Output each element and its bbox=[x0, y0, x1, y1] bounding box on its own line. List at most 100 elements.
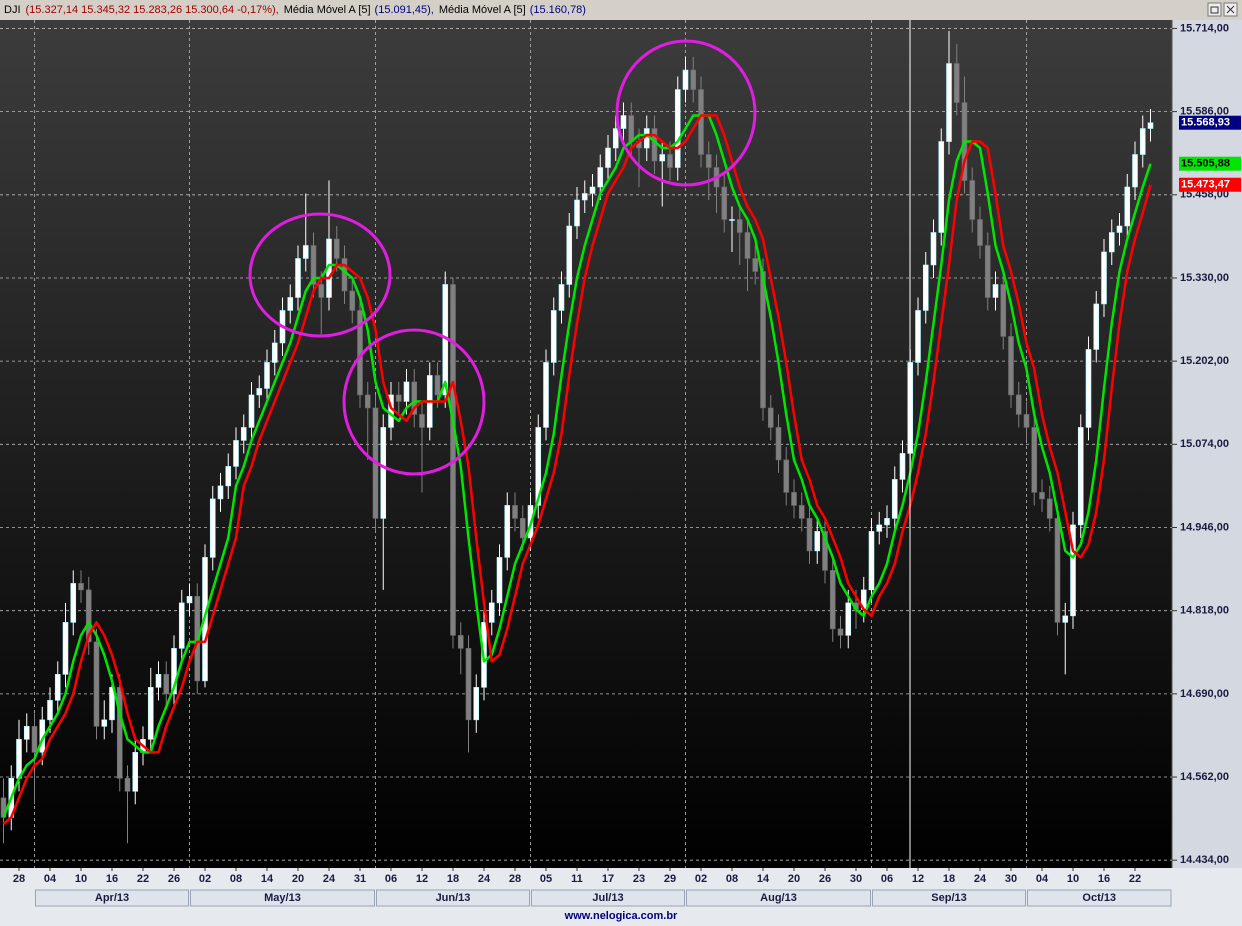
candle-body bbox=[822, 531, 828, 571]
x-tick-label: 31 bbox=[354, 873, 366, 885]
y-tick-label: 15.074,00 bbox=[1180, 438, 1229, 450]
candle-body bbox=[1101, 251, 1107, 305]
candle-body bbox=[0, 797, 7, 818]
header-bar bbox=[0, 0, 1242, 20]
candle-body bbox=[1023, 414, 1030, 428]
candle-body bbox=[1132, 154, 1138, 188]
candle-body bbox=[78, 583, 84, 591]
candle-body bbox=[767, 407, 774, 428]
candle-body bbox=[1046, 498, 1053, 519]
candle-body bbox=[496, 557, 503, 604]
candle-body bbox=[256, 388, 263, 396]
candle-body bbox=[1077, 427, 1084, 526]
restore-button[interactable] bbox=[1207, 2, 1222, 17]
candle-body bbox=[512, 505, 518, 519]
candle-body bbox=[1070, 524, 1076, 617]
month-band bbox=[1027, 889, 1172, 907]
month-label: Jul/13 bbox=[592, 892, 623, 904]
candle-body bbox=[163, 674, 170, 695]
x-tick-label: 26 bbox=[819, 873, 831, 885]
candle-body bbox=[519, 518, 526, 539]
candle-body bbox=[1062, 615, 1069, 623]
candle-body bbox=[705, 154, 712, 168]
x-tick-label: 08 bbox=[230, 873, 242, 885]
candle-body bbox=[798, 505, 805, 519]
x-tick-label: 29 bbox=[664, 873, 676, 885]
moving-average-line bbox=[2, 114, 1152, 818]
annotation-circle bbox=[342, 328, 486, 476]
candle-body bbox=[434, 375, 441, 396]
candle-body bbox=[930, 232, 937, 266]
candle-body bbox=[938, 141, 945, 233]
candle-body bbox=[791, 492, 797, 506]
candle-body bbox=[217, 485, 224, 500]
month-band bbox=[190, 889, 375, 907]
candle-body bbox=[574, 199, 580, 227]
price-tag bbox=[1179, 177, 1241, 192]
y-tick-label: 14.562,00 bbox=[1180, 771, 1229, 783]
candle-body bbox=[380, 427, 387, 519]
candle-body bbox=[581, 193, 588, 201]
candle-body bbox=[1108, 232, 1115, 253]
candle-body bbox=[1147, 122, 1154, 129]
candle-body bbox=[23, 726, 30, 740]
quote: (15.327,14 15.345,32 15.283,26 15.300,64… bbox=[26, 4, 279, 16]
x-tick-label: 17 bbox=[602, 873, 614, 885]
candle-body bbox=[124, 778, 131, 792]
candle-body bbox=[566, 225, 573, 285]
candle-body bbox=[721, 186, 728, 220]
window-buttons bbox=[1207, 2, 1238, 17]
price-tag-label: 15.568,93 bbox=[1181, 117, 1230, 129]
month-label: Sep/13 bbox=[931, 892, 966, 904]
candle-body bbox=[953, 63, 960, 103]
month-band bbox=[35, 889, 189, 907]
x-tick-label: 20 bbox=[292, 873, 304, 885]
legend-value: (15.160,78) bbox=[530, 4, 586, 16]
candle-body bbox=[558, 284, 565, 311]
candle-body bbox=[47, 700, 53, 721]
x-tick-label: 16 bbox=[106, 873, 118, 885]
annotations bbox=[248, 39, 757, 476]
candle-body bbox=[1008, 336, 1014, 396]
candle-body bbox=[643, 128, 650, 149]
candle-body bbox=[465, 648, 472, 721]
button-icons bbox=[1210, 5, 1235, 14]
candle-body bbox=[1085, 349, 1092, 428]
legend-entry: Média Móvel A [5] bbox=[439, 4, 526, 16]
candle-body bbox=[457, 635, 464, 649]
candle-body bbox=[333, 238, 340, 259]
candle-body bbox=[775, 427, 782, 461]
x-tick-label: 18 bbox=[943, 873, 955, 885]
month-band bbox=[872, 889, 1026, 907]
candle-body bbox=[977, 219, 983, 246]
candle-body bbox=[605, 147, 611, 168]
candle-body bbox=[674, 89, 681, 168]
annotation-circle bbox=[248, 212, 392, 338]
x-tick-label: 23 bbox=[633, 873, 645, 885]
y-tick-label: 14.690,00 bbox=[1180, 688, 1229, 700]
x-tick-label: 11 bbox=[571, 873, 583, 885]
candle-body bbox=[302, 245, 309, 259]
candle-body bbox=[109, 687, 115, 721]
candle-body bbox=[1139, 128, 1146, 155]
y-tick-label: 15.586,00 bbox=[1180, 106, 1229, 118]
candle-body bbox=[667, 154, 673, 168]
candle-body bbox=[225, 466, 232, 487]
x-tick-label: 24 bbox=[478, 873, 491, 885]
moving-average-line bbox=[2, 114, 1152, 825]
candle-body bbox=[612, 128, 619, 149]
month-label: Aug/13 bbox=[760, 892, 797, 904]
candle-body bbox=[248, 394, 255, 428]
candle-body bbox=[682, 69, 689, 90]
candle-body bbox=[186, 596, 193, 604]
x-tick-label: 28 bbox=[509, 873, 521, 885]
price-tag-label: 15.505,88 bbox=[1181, 158, 1230, 170]
x-tick-label: 06 bbox=[881, 873, 893, 885]
candle-body bbox=[287, 297, 294, 311]
candle-body bbox=[233, 440, 239, 467]
x-tick-label: 05 bbox=[540, 873, 552, 885]
candle-body bbox=[922, 264, 929, 311]
candle-body bbox=[1000, 284, 1007, 337]
candle-body bbox=[876, 524, 883, 532]
